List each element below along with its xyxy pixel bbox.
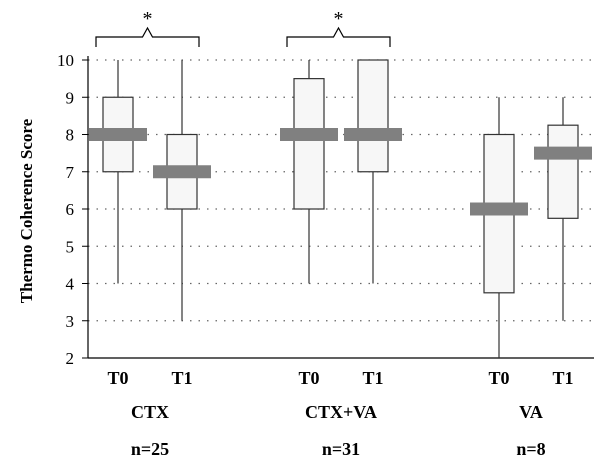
boxes xyxy=(89,59,592,358)
group-label-ctx-va: CTX+VA xyxy=(305,402,377,422)
n-label-ctx: n=25 xyxy=(131,439,169,459)
significance-label-ctx: * xyxy=(143,8,153,30)
y-tick-label-8: 8 xyxy=(66,126,75,145)
significance-bracket-ctx xyxy=(95,26,200,47)
median-va-t0 xyxy=(470,202,528,216)
axes: 2 3 4 5 6 7 8 9 10 xyxy=(57,51,594,368)
box-label-ctx-va-t0: T0 xyxy=(298,368,319,388)
median-ctx-t0 xyxy=(89,128,147,141)
n-label-va: n=8 xyxy=(516,439,545,459)
y-tick-label-4: 4 xyxy=(66,275,75,294)
box-label-ctx-t0: T0 xyxy=(107,368,128,388)
box-ctx-va-t0 xyxy=(293,78,325,210)
y-tick-label-7: 7 xyxy=(66,163,75,182)
y-tick-label-5: 5 xyxy=(66,237,75,256)
significance-bracket-ctx-va xyxy=(286,26,391,47)
median-ctx-va-t0 xyxy=(280,128,338,141)
n-label-ctx-va: n=31 xyxy=(322,439,360,459)
box-label-ctx-va-t1: T1 xyxy=(362,368,383,388)
group-label-va: VA xyxy=(519,402,543,422)
median-ctx-t1 xyxy=(153,165,211,179)
y-tick-label-6: 6 xyxy=(66,200,75,219)
y-axis-label: Thermo Coherence Score xyxy=(17,118,36,303)
y-tick-label-9: 9 xyxy=(66,88,75,107)
box-ctx-va-t1 xyxy=(357,59,389,173)
group-label-ctx: CTX xyxy=(131,402,169,422)
grid-lines xyxy=(88,59,594,322)
box-va-t1 xyxy=(547,124,579,219)
significance-label-ctx-va: * xyxy=(334,8,344,30)
median-ctx-va-t1 xyxy=(344,128,402,141)
box-label-ctx-t1: T1 xyxy=(171,368,192,388)
y-tick-label-10: 10 xyxy=(57,51,74,70)
y-tick-label-3: 3 xyxy=(66,312,75,331)
box-label-va-t0: T0 xyxy=(488,368,509,388)
box-label-va-t1: T1 xyxy=(552,368,573,388)
y-tick-label-2: 2 xyxy=(66,349,75,368)
median-va-t1 xyxy=(534,146,592,160)
